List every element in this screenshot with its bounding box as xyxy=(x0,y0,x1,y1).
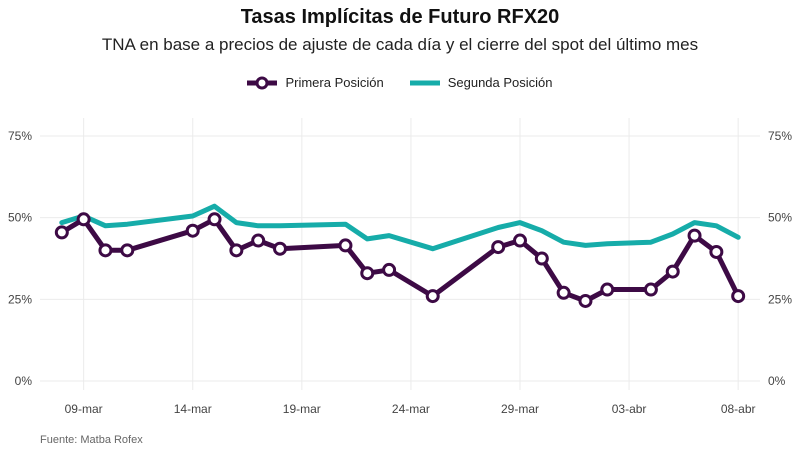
data-point-primera xyxy=(273,241,287,256)
data-point-primera xyxy=(54,225,69,240)
axis-layer: 0% 0% 25% 25% 50% 50% 75% 75% 09-mar 14-mar 19-mar… xyxy=(8,129,792,416)
data-point-primera xyxy=(98,243,113,258)
data-point-primera xyxy=(731,289,746,304)
data-point-primera xyxy=(185,223,200,238)
legend-label-primera: Primera Posición xyxy=(285,75,384,90)
data-point-primera xyxy=(534,251,549,266)
legend-item-primera[interactable]: Primera Posición xyxy=(247,75,384,90)
data-point-primera xyxy=(229,243,244,258)
legend-swatch-primera xyxy=(247,76,278,89)
data-point-primera xyxy=(207,212,222,227)
y-tick-label-left: 75% xyxy=(8,129,32,143)
data-point-primera xyxy=(578,293,593,308)
legend: Primera Posición Segunda Posición xyxy=(0,75,800,90)
x-tick-label: 08-abr xyxy=(721,402,756,416)
y-tick-label-left: 25% xyxy=(8,292,32,306)
data-point-primera xyxy=(251,233,266,248)
series-line-segunda xyxy=(59,203,741,252)
legend-item-segunda[interactable]: Segunda Posición xyxy=(409,75,553,90)
y-tick-label-right: 25% xyxy=(768,292,792,306)
x-tick-label: 14-mar xyxy=(174,402,212,416)
source-caption: Fuente: Matba Rofex xyxy=(40,434,143,446)
data-point-primera xyxy=(491,240,506,255)
y-tick-label-left: 0% xyxy=(15,374,33,388)
x-tick-label: 09-mar xyxy=(65,402,103,416)
y-tick-label-right: 0% xyxy=(768,374,786,388)
data-point-primera xyxy=(665,264,680,279)
grid-layer xyxy=(40,118,760,390)
chart-subtitle: TNA en base a precios de ajuste de cada … xyxy=(101,35,699,54)
data-point-primera xyxy=(338,238,353,253)
series-line-primera xyxy=(59,216,741,304)
legend-swatch-segunda xyxy=(409,80,440,85)
x-tick-label: 24-mar xyxy=(392,402,430,416)
x-tick-label: 03-abr xyxy=(612,402,647,416)
legend-label-segunda: Segunda Posición xyxy=(447,75,553,90)
data-point-primera xyxy=(76,212,91,227)
data-point-primera xyxy=(360,266,375,281)
data-point-primera xyxy=(687,228,702,243)
data-point-primera xyxy=(600,282,615,297)
data-point-primera xyxy=(709,244,724,259)
y-tick-label-left: 50% xyxy=(8,211,32,225)
y-tick-label-right: 50% xyxy=(768,211,792,225)
data-point-primera xyxy=(425,289,440,304)
x-tick-label: 19-mar xyxy=(283,402,321,416)
series-layer xyxy=(54,203,746,308)
data-point-primera xyxy=(120,243,135,258)
data-point-primera xyxy=(382,262,397,277)
y-tick-label-right: 75% xyxy=(768,129,792,143)
data-point-primera xyxy=(513,233,527,248)
data-point-primera xyxy=(556,285,571,300)
chart-title: Tasas Implícitas de Futuro RFX20 xyxy=(240,6,560,28)
data-point-primera xyxy=(643,282,658,297)
x-tick-label: 29-mar xyxy=(501,402,539,416)
